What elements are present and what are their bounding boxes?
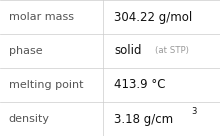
- Text: 413.9 °C: 413.9 °C: [114, 78, 166, 92]
- Text: phase: phase: [9, 46, 42, 56]
- Text: solid: solid: [114, 44, 142, 58]
- Text: molar mass: molar mass: [9, 12, 74, 22]
- Text: 304.22 g/mol: 304.22 g/mol: [114, 10, 193, 24]
- Text: (at STP): (at STP): [155, 47, 189, 55]
- Text: density: density: [9, 114, 50, 124]
- Text: 3.18 g/cm: 3.18 g/cm: [114, 112, 174, 126]
- Text: 3: 3: [192, 107, 197, 116]
- Text: melting point: melting point: [9, 80, 83, 90]
